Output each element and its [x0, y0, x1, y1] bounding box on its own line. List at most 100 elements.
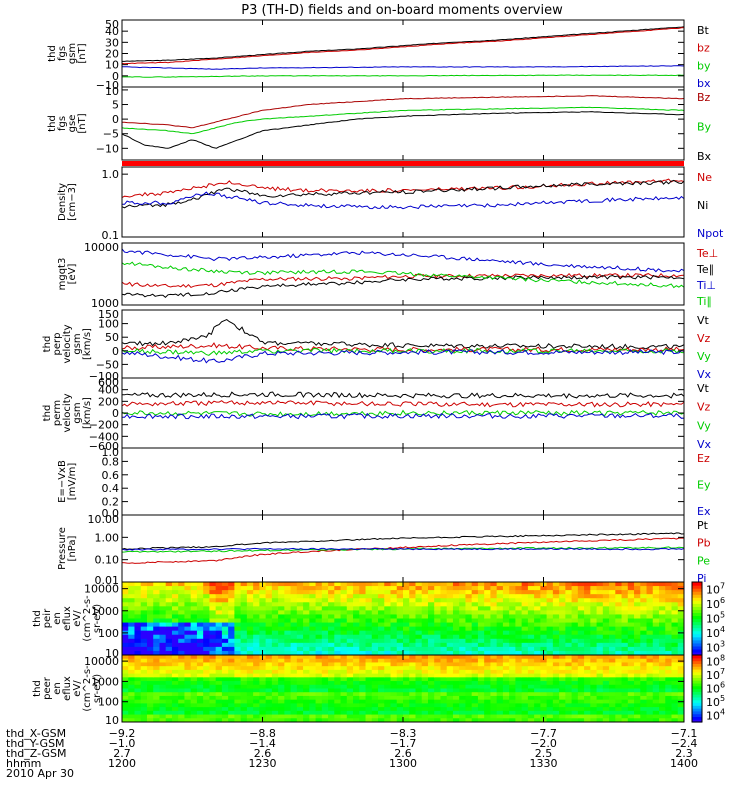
heatmap-cell — [434, 673, 442, 678]
heatmap-cell — [234, 681, 242, 686]
heatmap-cell — [403, 714, 410, 719]
heatmap-cell — [203, 634, 211, 640]
heatmap-cell — [534, 606, 541, 611]
heatmap-cell — [390, 614, 398, 620]
heatmap-cell — [609, 718, 616, 722]
heatmap-cell — [246, 718, 254, 722]
heatmap-cell — [590, 642, 598, 648]
heatmap-cell — [490, 586, 498, 591]
heatmap-cell — [128, 710, 136, 716]
heatmap-cell — [540, 642, 548, 648]
heatmap-cell — [353, 634, 360, 640]
heatmap-cell — [221, 658, 229, 664]
heatmap-cell — [128, 586, 136, 591]
heatmap-cell — [303, 622, 310, 628]
heatmap-cell — [359, 610, 367, 616]
heatmap-cell — [584, 634, 591, 640]
heatmap-cell — [203, 630, 211, 636]
y-axis-label: eflux — [62, 606, 73, 631]
heatmap-cell — [171, 658, 179, 664]
heatmap-cell — [346, 658, 354, 664]
heatmap-cell — [403, 622, 410, 628]
y-tick-label: 10000 — [84, 583, 119, 596]
heatmap-cell — [153, 594, 161, 599]
colorbar-swatch — [692, 648, 702, 653]
heatmap-cell — [496, 638, 504, 644]
heatmap-cell — [228, 622, 235, 628]
heatmap-cell — [659, 703, 666, 708]
heatmap-cell — [353, 646, 360, 652]
heatmap-cell — [446, 586, 454, 591]
heatmap-cell — [159, 658, 167, 664]
heatmap-cell — [353, 658, 360, 664]
heatmap-cell — [540, 610, 548, 616]
heatmap-cell — [427, 598, 435, 603]
heatmap-cell — [390, 646, 398, 652]
heatmap-cell — [346, 634, 354, 640]
heatmap-cell — [534, 642, 541, 648]
heatmap-cell — [546, 626, 554, 632]
heatmap-cell — [571, 622, 579, 628]
heatmap-cell — [640, 646, 648, 652]
heatmap-cell — [609, 666, 616, 671]
colorbar-swatch — [692, 639, 702, 644]
heatmap-cell — [484, 594, 492, 599]
heatmap-cell — [484, 634, 492, 640]
heatmap-cell — [552, 618, 560, 624]
heatmap-cell — [565, 707, 573, 712]
heatmap-cell — [452, 707, 460, 712]
heatmap-cell — [284, 718, 292, 722]
heatmap-cell — [590, 590, 598, 595]
heatmap-cell — [484, 606, 492, 611]
heatmap-cell — [240, 695, 248, 701]
heatmap-cell — [496, 655, 504, 660]
heatmap-cell — [284, 622, 292, 628]
legend-Pe: Pe — [697, 554, 710, 567]
heatmap-cell — [321, 655, 329, 660]
heatmap-cell — [434, 699, 442, 704]
heatmap-cell — [396, 626, 404, 632]
heatmap-cell — [328, 614, 335, 620]
heatmap-cell — [265, 684, 273, 690]
heatmap-cell — [309, 707, 317, 712]
heatmap-cell — [303, 692, 310, 697]
heatmap-cell — [509, 718, 516, 722]
heatmap-cell — [390, 710, 398, 716]
heatmap-cell — [571, 626, 579, 632]
heatmap-cell — [452, 662, 460, 667]
heatmap-cell — [634, 658, 641, 664]
heatmap-cell — [246, 594, 254, 599]
heatmap-cell — [259, 684, 267, 690]
heatmap-cell — [602, 646, 610, 652]
heatmap-cell — [359, 707, 367, 712]
heatmap-cell — [584, 618, 591, 624]
heatmap-cell — [415, 677, 423, 682]
heatmap-cell — [540, 695, 548, 701]
heatmap-cell — [471, 718, 479, 722]
heatmap-cell — [627, 669, 635, 675]
heatmap-cell — [271, 673, 279, 678]
heatmap-cell — [477, 602, 485, 607]
heatmap-cell — [584, 714, 591, 719]
heatmap-cell — [371, 582, 379, 587]
heatmap-cell — [496, 707, 504, 712]
heatmap-cell — [122, 673, 129, 678]
heatmap-cell — [609, 681, 616, 686]
series-line-Pt — [122, 532, 684, 550]
heatmap-cell — [265, 681, 273, 686]
heatmap-cell — [596, 692, 604, 697]
heatmap-cell — [278, 646, 285, 652]
heatmap-cell — [353, 586, 360, 591]
heatmap-cell — [359, 703, 367, 708]
heatmap-cell — [190, 594, 198, 599]
heatmap-cell — [521, 695, 529, 701]
heatmap-cell — [627, 610, 635, 616]
heatmap-cell — [353, 669, 360, 675]
heatmap-cell — [221, 598, 229, 603]
heatmap-cell — [490, 614, 498, 620]
heatmap-cell — [190, 666, 198, 671]
heatmap-cell — [409, 646, 417, 652]
heatmap-cell — [265, 630, 273, 636]
heatmap-cell — [221, 688, 229, 693]
